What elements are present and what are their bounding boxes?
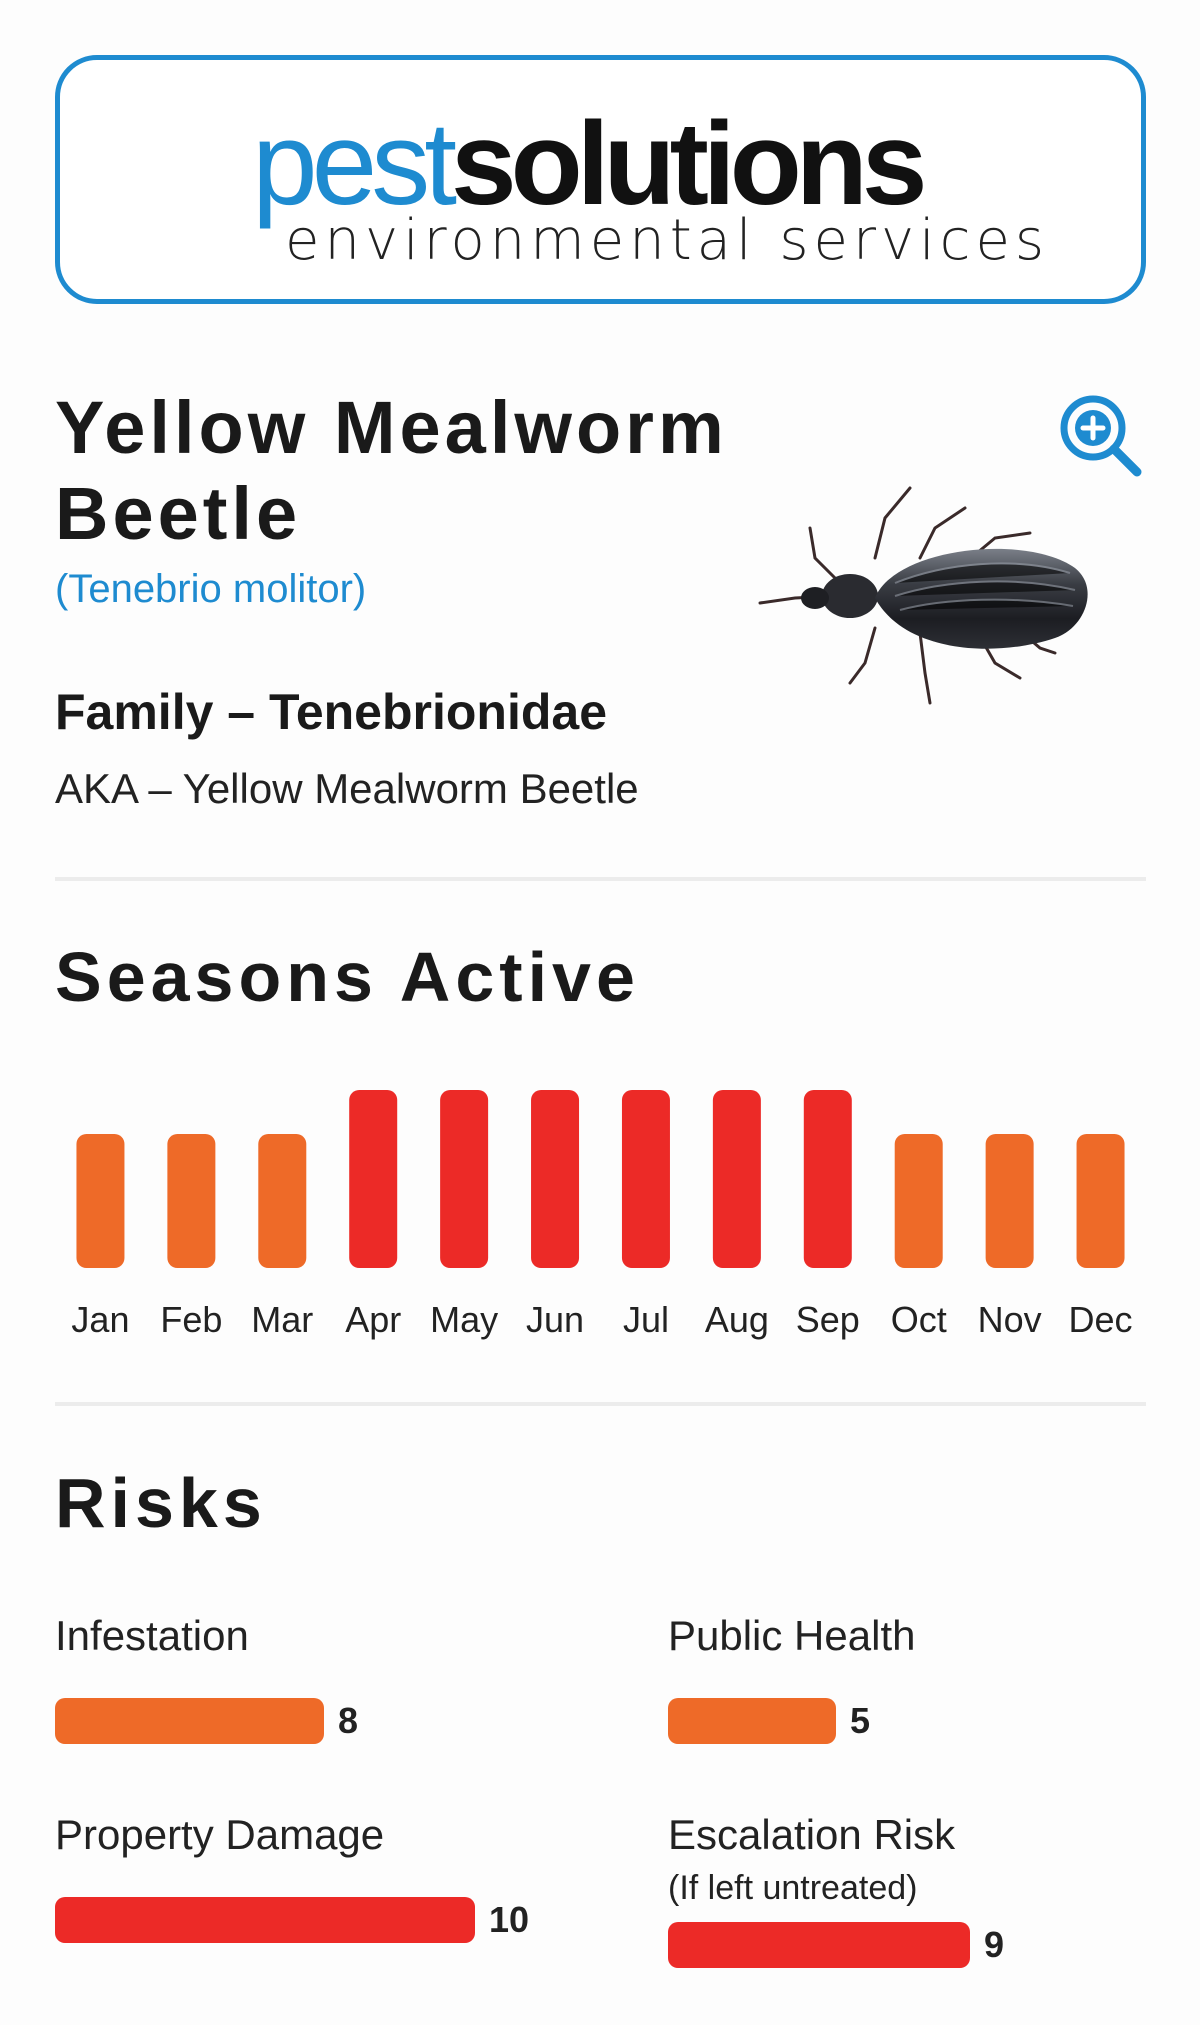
season-label-feb: Feb <box>160 1299 222 1340</box>
season-label-aug: Aug <box>705 1299 769 1340</box>
beetle-image <box>758 486 1088 705</box>
season-label-nov: Nov <box>978 1299 1042 1340</box>
season-bar-dec <box>1076 1134 1125 1268</box>
brand-logo: pestsolutions environmental services <box>55 55 1146 304</box>
season-label-apr: Apr <box>345 1299 401 1340</box>
brand-tagline: environmental services <box>285 208 1050 273</box>
risk-bar-public-health <box>668 1698 836 1744</box>
risk-bar-escalation-risk <box>668 1922 970 1968</box>
risk-label-escalation-risk: Escalation Risk <box>668 1811 956 1858</box>
divider <box>55 1402 1146 1406</box>
risk-bar-property-damage <box>55 1897 475 1943</box>
season-bar-apr <box>349 1090 398 1268</box>
season-label-jun: Jun <box>526 1299 584 1340</box>
season-bar-may <box>440 1090 489 1268</box>
season-bar-feb <box>167 1134 216 1268</box>
risks-title: Risks <box>55 1464 267 1542</box>
season-label-jul: Jul <box>623 1299 669 1340</box>
season-bar-jan <box>76 1134 125 1268</box>
season-label-jan: Jan <box>71 1299 129 1340</box>
page-title: Yellow Mealworm Beetle <box>55 386 728 555</box>
seasons-title: Seasons Active <box>55 938 640 1016</box>
season-bar-nov <box>985 1134 1034 1268</box>
brand-name-part2: solutions <box>451 98 927 230</box>
divider <box>55 877 1146 881</box>
season-label-may: May <box>430 1299 498 1340</box>
season-bar-mar <box>258 1134 307 1268</box>
zoom-in-icon[interactable] <box>1057 392 1143 478</box>
season-label-dec: Dec <box>1069 1299 1133 1340</box>
risk-bar-infestation <box>55 1698 324 1744</box>
risk-value-escalation-risk: 9 <box>984 1924 1005 1965</box>
scientific-name: (Tenebrio molitor) <box>55 567 367 611</box>
season-bar-oct <box>894 1134 943 1268</box>
seasons-chart: Jan Feb Mar Apr May Jun Jul Aug Sep Oct Nov Dec <box>71 1090 1133 1340</box>
family-name: Family – Tenebrionidae <box>55 684 608 740</box>
risk-label-property-damage: Property Damage <box>55 1811 385 1858</box>
risk-label-public-health: Public Health <box>668 1612 916 1659</box>
risk-value-public-health: 5 <box>850 1700 871 1741</box>
risk-label-infestation: Infestation <box>55 1612 249 1659</box>
season-label-oct: Oct <box>891 1299 947 1340</box>
risk-value-infestation: 8 <box>338 1700 359 1741</box>
risk-value-property-damage: 10 <box>489 1899 530 1940</box>
season-bar-jun <box>531 1090 580 1268</box>
season-bar-jul <box>621 1090 670 1268</box>
brand-name: pestsolutions <box>252 105 927 223</box>
season-label-sep: Sep <box>796 1299 860 1340</box>
aka-name: AKA – Yellow Mealworm Beetle <box>55 765 639 812</box>
season-bar-sep <box>803 1090 852 1268</box>
brand-name-part1: pest <box>252 98 457 230</box>
risk-sublabel-escalation-risk: (If left untreated) <box>668 1869 918 1907</box>
season-bar-aug <box>712 1090 761 1268</box>
season-label-mar: Mar <box>251 1299 313 1340</box>
